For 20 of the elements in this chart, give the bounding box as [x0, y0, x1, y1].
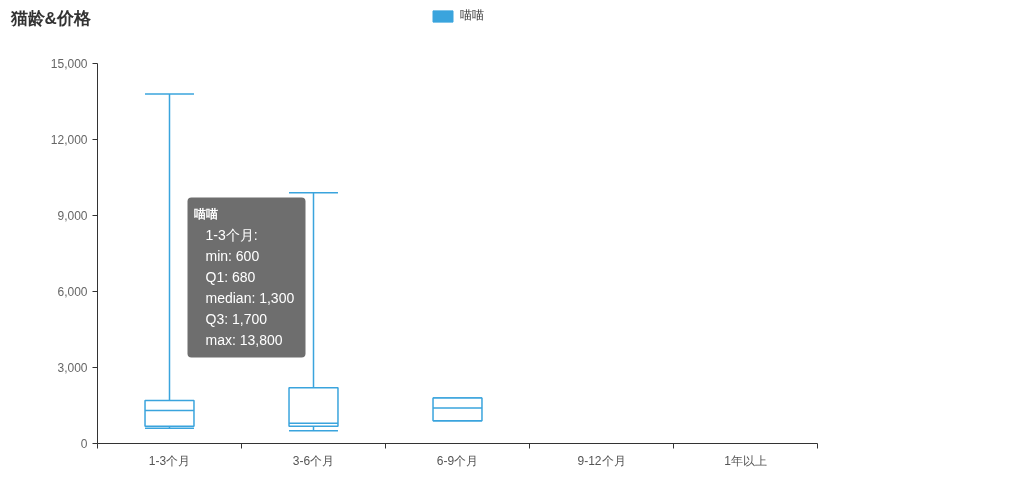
annotation: Q3: 1,700 [205, 310, 268, 327]
y-tick-label: 12,000 [50, 133, 88, 147]
chart-title: 猫龄&价格 [9, 9, 92, 28]
annotation: 喵喵 [193, 206, 218, 221]
annotation: 1-3个月: [205, 226, 258, 243]
annotation: max: 13,800 [205, 331, 283, 348]
y-tick-label: 3,000 [57, 361, 88, 375]
x-tick-label: 1-3个月 [148, 453, 191, 468]
annotation: Q1: 680 [205, 268, 256, 285]
x-tick-label: 6-9个月 [436, 453, 479, 468]
annotation: median: 1,300 [205, 289, 295, 306]
y-tick-label: 6,000 [57, 285, 88, 299]
x-tick-label: 3-6个月 [292, 453, 335, 468]
x-tick-label: 1年以上 [724, 453, 767, 468]
y-tick-label: 15,000 [50, 57, 88, 71]
y-tick-label: 9,000 [57, 209, 88, 223]
legend-label: 喵喵 [460, 7, 484, 24]
annotation: min: 600 [205, 247, 260, 264]
x-tick-label: 9-12个月 [577, 453, 626, 468]
y-tick-label: 0 [80, 437, 88, 451]
